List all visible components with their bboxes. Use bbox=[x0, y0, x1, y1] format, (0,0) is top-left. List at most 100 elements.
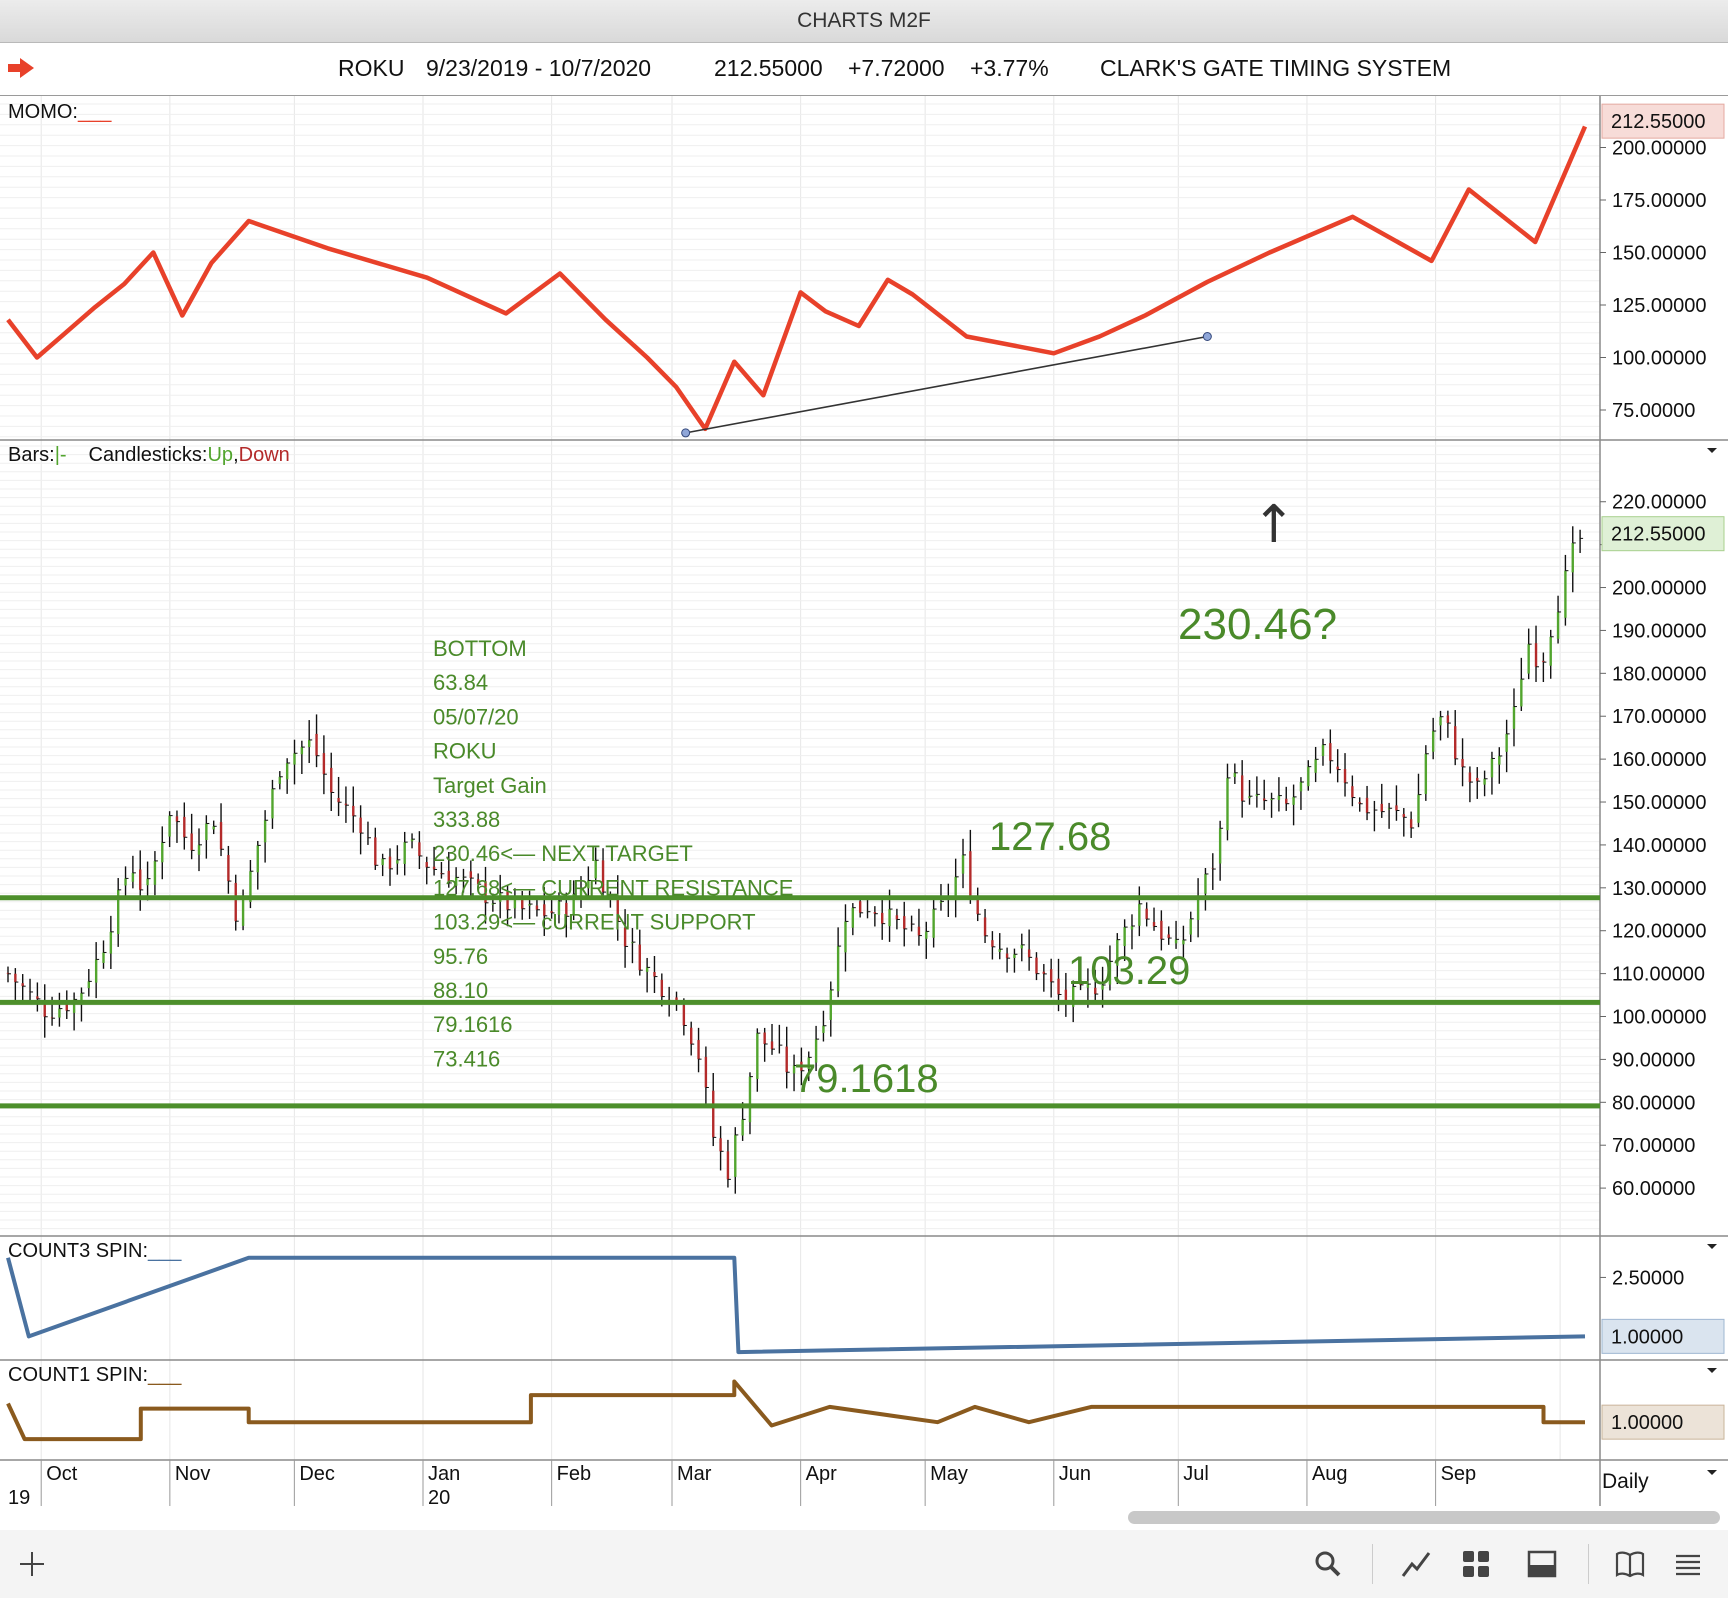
price-bar bbox=[1476, 767, 1481, 799]
price-bar bbox=[903, 901, 908, 947]
price-bar bbox=[1196, 878, 1202, 938]
price-bar bbox=[792, 1054, 798, 1092]
price-bar bbox=[366, 821, 371, 845]
price-bar bbox=[719, 1126, 724, 1171]
price-bar bbox=[506, 885, 511, 927]
xtick-month-label: Dec bbox=[299, 1463, 335, 1485]
red-arrow-icon[interactable] bbox=[6, 55, 36, 81]
price-bar bbox=[388, 848, 394, 886]
percent-change: +3.77% bbox=[970, 55, 1049, 81]
window-title: CHARTS M2F bbox=[797, 9, 931, 32]
price-ytick-label: 180.00000 bbox=[1612, 663, 1707, 685]
timeframe-selector[interactable]: Daily bbox=[1602, 1470, 1649, 1493]
price-bar bbox=[1564, 554, 1569, 626]
price-bar bbox=[697, 1027, 702, 1073]
price-ytick-label: 140.00000 bbox=[1612, 835, 1707, 857]
price-bar bbox=[1042, 964, 1047, 992]
price-bar bbox=[1167, 926, 1172, 945]
price-bar bbox=[447, 851, 452, 888]
panel-icon[interactable] bbox=[1526, 1548, 1558, 1580]
price-bar bbox=[396, 845, 401, 875]
price-bar bbox=[1417, 773, 1422, 828]
annotation-list-item: 127.68<— CURRENT RESISTANCE bbox=[433, 875, 793, 900]
window-title-bar: CHARTS M2F bbox=[0, 0, 1728, 43]
add-icon[interactable] bbox=[16, 1548, 48, 1580]
count1-last-value-text: 1.00000 bbox=[1611, 1412, 1683, 1434]
low-label: 79.1618 bbox=[794, 1057, 939, 1101]
price-bar bbox=[352, 786, 357, 833]
price-bar bbox=[1549, 629, 1554, 679]
price-ytick-label: 100.00000 bbox=[1612, 1007, 1707, 1029]
trendline-handle-end bbox=[1202, 332, 1212, 341]
count3-line bbox=[6, 1255, 1586, 1355]
price-bar bbox=[1578, 529, 1584, 553]
price-panel-menu-icon[interactable] bbox=[1707, 448, 1717, 453]
price-bar bbox=[72, 992, 78, 1031]
price-bar bbox=[300, 740, 305, 774]
timeframe-menu-icon[interactable] bbox=[1707, 1470, 1717, 1475]
price-bar bbox=[1013, 948, 1018, 973]
price-bar bbox=[1263, 779, 1268, 810]
bottom-toolbar bbox=[0, 1530, 1728, 1598]
count3-panel-menu-icon[interactable] bbox=[1707, 1244, 1717, 1249]
price-bar bbox=[1160, 910, 1165, 951]
price-bar bbox=[293, 739, 298, 785]
price-bar bbox=[991, 931, 996, 960]
price-bar bbox=[1218, 820, 1224, 881]
price-bar bbox=[895, 908, 900, 930]
price-bar bbox=[403, 831, 408, 876]
count1-panel-menu-icon[interactable] bbox=[1707, 1368, 1717, 1373]
price-bar bbox=[712, 1072, 717, 1147]
momo-ytick-label: 75.00000 bbox=[1612, 400, 1695, 422]
price-ytick-label: 160.00000 bbox=[1612, 749, 1707, 771]
menu-icon[interactable] bbox=[1672, 1548, 1704, 1580]
count3-label: COUNT3 SPIN:___ bbox=[8, 1240, 182, 1262]
price-bar bbox=[1138, 886, 1143, 937]
price-bar bbox=[756, 1028, 761, 1092]
system-name: CLARK'S GATE TIMING SYSTEM bbox=[1100, 55, 1452, 81]
price-bar bbox=[161, 826, 166, 880]
price-bar bbox=[190, 813, 195, 860]
price-bar bbox=[873, 906, 878, 927]
target-label: 230.46? bbox=[1178, 600, 1337, 649]
price-bar bbox=[631, 928, 636, 964]
price-bar bbox=[690, 1021, 695, 1056]
price-bar bbox=[836, 927, 842, 998]
line-chart-icon[interactable] bbox=[1400, 1548, 1432, 1580]
price-bar bbox=[932, 899, 937, 948]
price-change: +7.72000 bbox=[848, 55, 945, 81]
annotation-list-item: 63.84 bbox=[433, 670, 488, 695]
price-bar bbox=[653, 955, 658, 993]
grid-icon[interactable] bbox=[1460, 1548, 1492, 1580]
price-bar bbox=[829, 981, 834, 1037]
price-bar bbox=[807, 1051, 812, 1082]
momo-last-value: 212.55000 bbox=[1601, 103, 1725, 139]
horizontal-scrollbar[interactable] bbox=[1128, 1511, 1720, 1524]
price-bar bbox=[1226, 763, 1231, 841]
price-bar bbox=[14, 968, 19, 1002]
price-panel-label: Bars:|- Candlesticks:Up,Down bbox=[8, 444, 290, 466]
price-bar bbox=[763, 1027, 768, 1062]
price-bar bbox=[1365, 785, 1371, 821]
price-bar bbox=[454, 867, 460, 895]
price-bar bbox=[131, 855, 136, 889]
price-bar bbox=[58, 992, 63, 1027]
chart-canvas[interactable]: MOMO:___ Bars:|- Candlesticks:Up,Down COU… bbox=[0, 96, 1728, 1510]
xtick-month-label: Mar bbox=[677, 1463, 712, 1485]
price-bar bbox=[1373, 800, 1378, 832]
price-bar bbox=[1461, 738, 1466, 787]
price-bar bbox=[315, 714, 320, 768]
price-bar bbox=[1020, 933, 1025, 962]
count1-label: COUNT1 SPIN:___ bbox=[8, 1364, 182, 1386]
price-bar bbox=[550, 899, 555, 919]
price-bar bbox=[1387, 802, 1393, 829]
price-bar bbox=[322, 735, 327, 795]
price-bar bbox=[205, 815, 210, 859]
price-bar bbox=[1277, 777, 1282, 812]
search-icon[interactable] bbox=[1312, 1548, 1344, 1580]
price-bar bbox=[271, 779, 276, 829]
book-icon[interactable] bbox=[1614, 1548, 1646, 1580]
price-bar bbox=[645, 957, 651, 993]
price-bar bbox=[197, 828, 203, 872]
price-bar bbox=[734, 1127, 739, 1194]
